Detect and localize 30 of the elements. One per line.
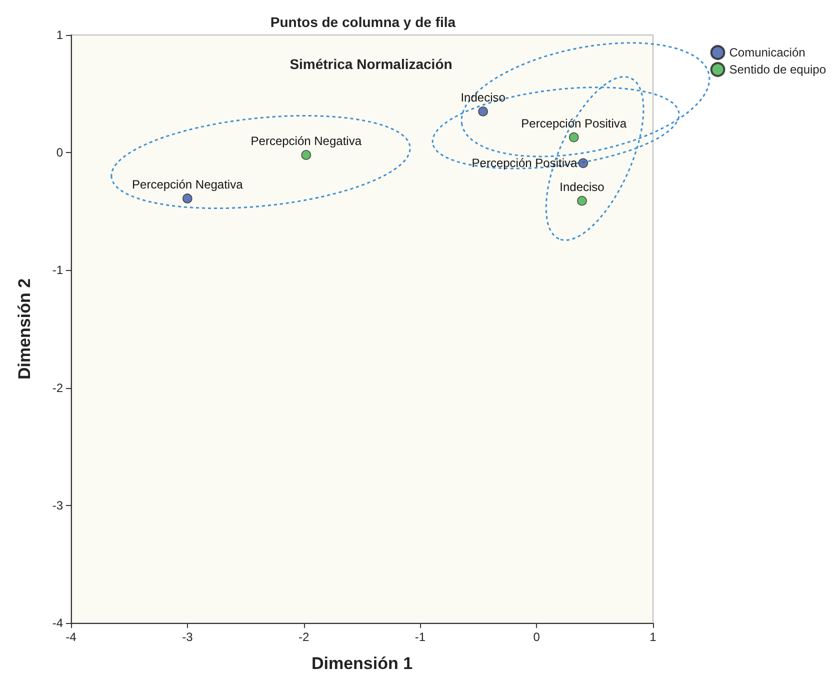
x-tick-label: -4 (66, 630, 77, 644)
point (578, 158, 588, 168)
y-tick-label: -4 (52, 616, 64, 630)
x-tick-label: 1 (650, 630, 657, 644)
y-tick-label: 1 (56, 28, 64, 42)
legend-label: Comunicación (729, 46, 806, 60)
x-axis-title: Dimensión 1 (311, 654, 413, 673)
point (577, 196, 587, 206)
y-tick-label: -3 (52, 498, 64, 512)
x-tick-label: 0 (533, 630, 540, 644)
x-tick-label: -1 (414, 630, 426, 644)
annotation: Percepción Positiva (472, 156, 578, 170)
annotation: Percepción Negativa (250, 134, 362, 148)
annotation: Indeciso (560, 180, 605, 194)
x-tick-label: -3 (182, 630, 194, 644)
x-tick-label: -2 (298, 630, 310, 644)
point (568, 132, 579, 142)
chart-title: Puntos de columna y de fila (270, 14, 456, 30)
annotation: Indeciso (460, 90, 506, 104)
y-tick-label: 0 (56, 146, 64, 160)
y-tick-label: -1 (52, 263, 64, 278)
y-tick-label: -2 (52, 380, 64, 395)
point (478, 106, 488, 116)
annotation: Percepción Positiva (521, 116, 627, 130)
point (301, 150, 312, 160)
annotation: Percepción Negativa (132, 177, 244, 192)
legend-label: Sentido de equipo (729, 62, 826, 76)
y-axis-title: Dimensión 2 (15, 278, 34, 380)
text: Simétrica Normalización (290, 56, 452, 72)
point (182, 194, 192, 204)
